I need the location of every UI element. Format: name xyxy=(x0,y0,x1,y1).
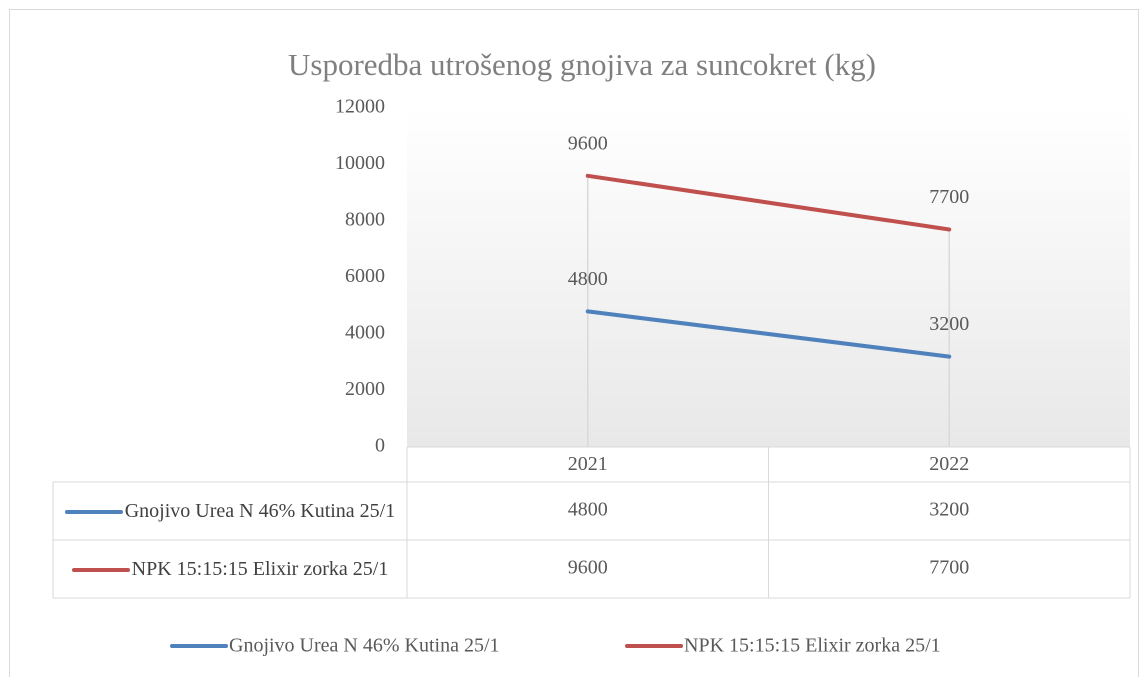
row-legend-key xyxy=(64,510,123,515)
x-tick-label: 2021 xyxy=(568,453,608,475)
plot-area xyxy=(407,108,1130,447)
series-line xyxy=(585,309,952,359)
row-label-text: Gnojivo Urea N 46% Kutina 25/1 xyxy=(124,500,396,522)
table-value: 7700 xyxy=(929,557,969,579)
x-tick-label: 2022 xyxy=(929,453,969,475)
table-row-label: Gnojivo Urea N 46% Kutina 25/1 xyxy=(57,482,403,540)
table-value: 4800 xyxy=(568,499,608,521)
table-row-label-box: Gnojivo Urea N 46% Kutina 25/1 xyxy=(57,482,403,540)
row-label-text: NPK 15:15:15 Elixir zorka 25/1 xyxy=(131,558,389,580)
row-label: Gnojivo Urea N 46% Kutina 25/1 xyxy=(64,499,396,523)
y-tick-label: 12000 xyxy=(335,96,385,118)
chart-title: Usporedba utrošenog gnojiva za suncokret… xyxy=(288,47,876,82)
y-tick-label: 0 xyxy=(375,435,385,457)
table-row-label-box: NPK 15:15:15 Elixir zorka 25/1 xyxy=(57,540,403,598)
y-tick-label: 6000 xyxy=(345,265,385,287)
legend-label: NPK 15:15:15 Elixir zorka 25/1 xyxy=(684,635,941,657)
table-row-label: NPK 15:15:15 Elixir zorka 25/1 xyxy=(57,540,403,598)
row-legend-key xyxy=(71,568,130,573)
y-tick-label: 4000 xyxy=(345,322,385,344)
y-tick-label: 2000 xyxy=(345,378,385,400)
legend-label: Gnojivo Urea N 46% Kutina 25/1 xyxy=(229,635,500,657)
row-label: NPK 15:15:15 Elixir zorka 25/1 xyxy=(71,557,389,581)
data-label: 7700 xyxy=(929,186,969,208)
y-tick-label: 8000 xyxy=(345,209,385,231)
series-line xyxy=(585,173,952,232)
data-label: 3200 xyxy=(929,313,969,335)
data-label: 9600 xyxy=(568,132,608,154)
table-value: 9600 xyxy=(568,557,608,579)
data-label: 4800 xyxy=(568,268,608,290)
table-value: 3200 xyxy=(929,499,969,521)
y-tick-label: 10000 xyxy=(335,152,385,174)
